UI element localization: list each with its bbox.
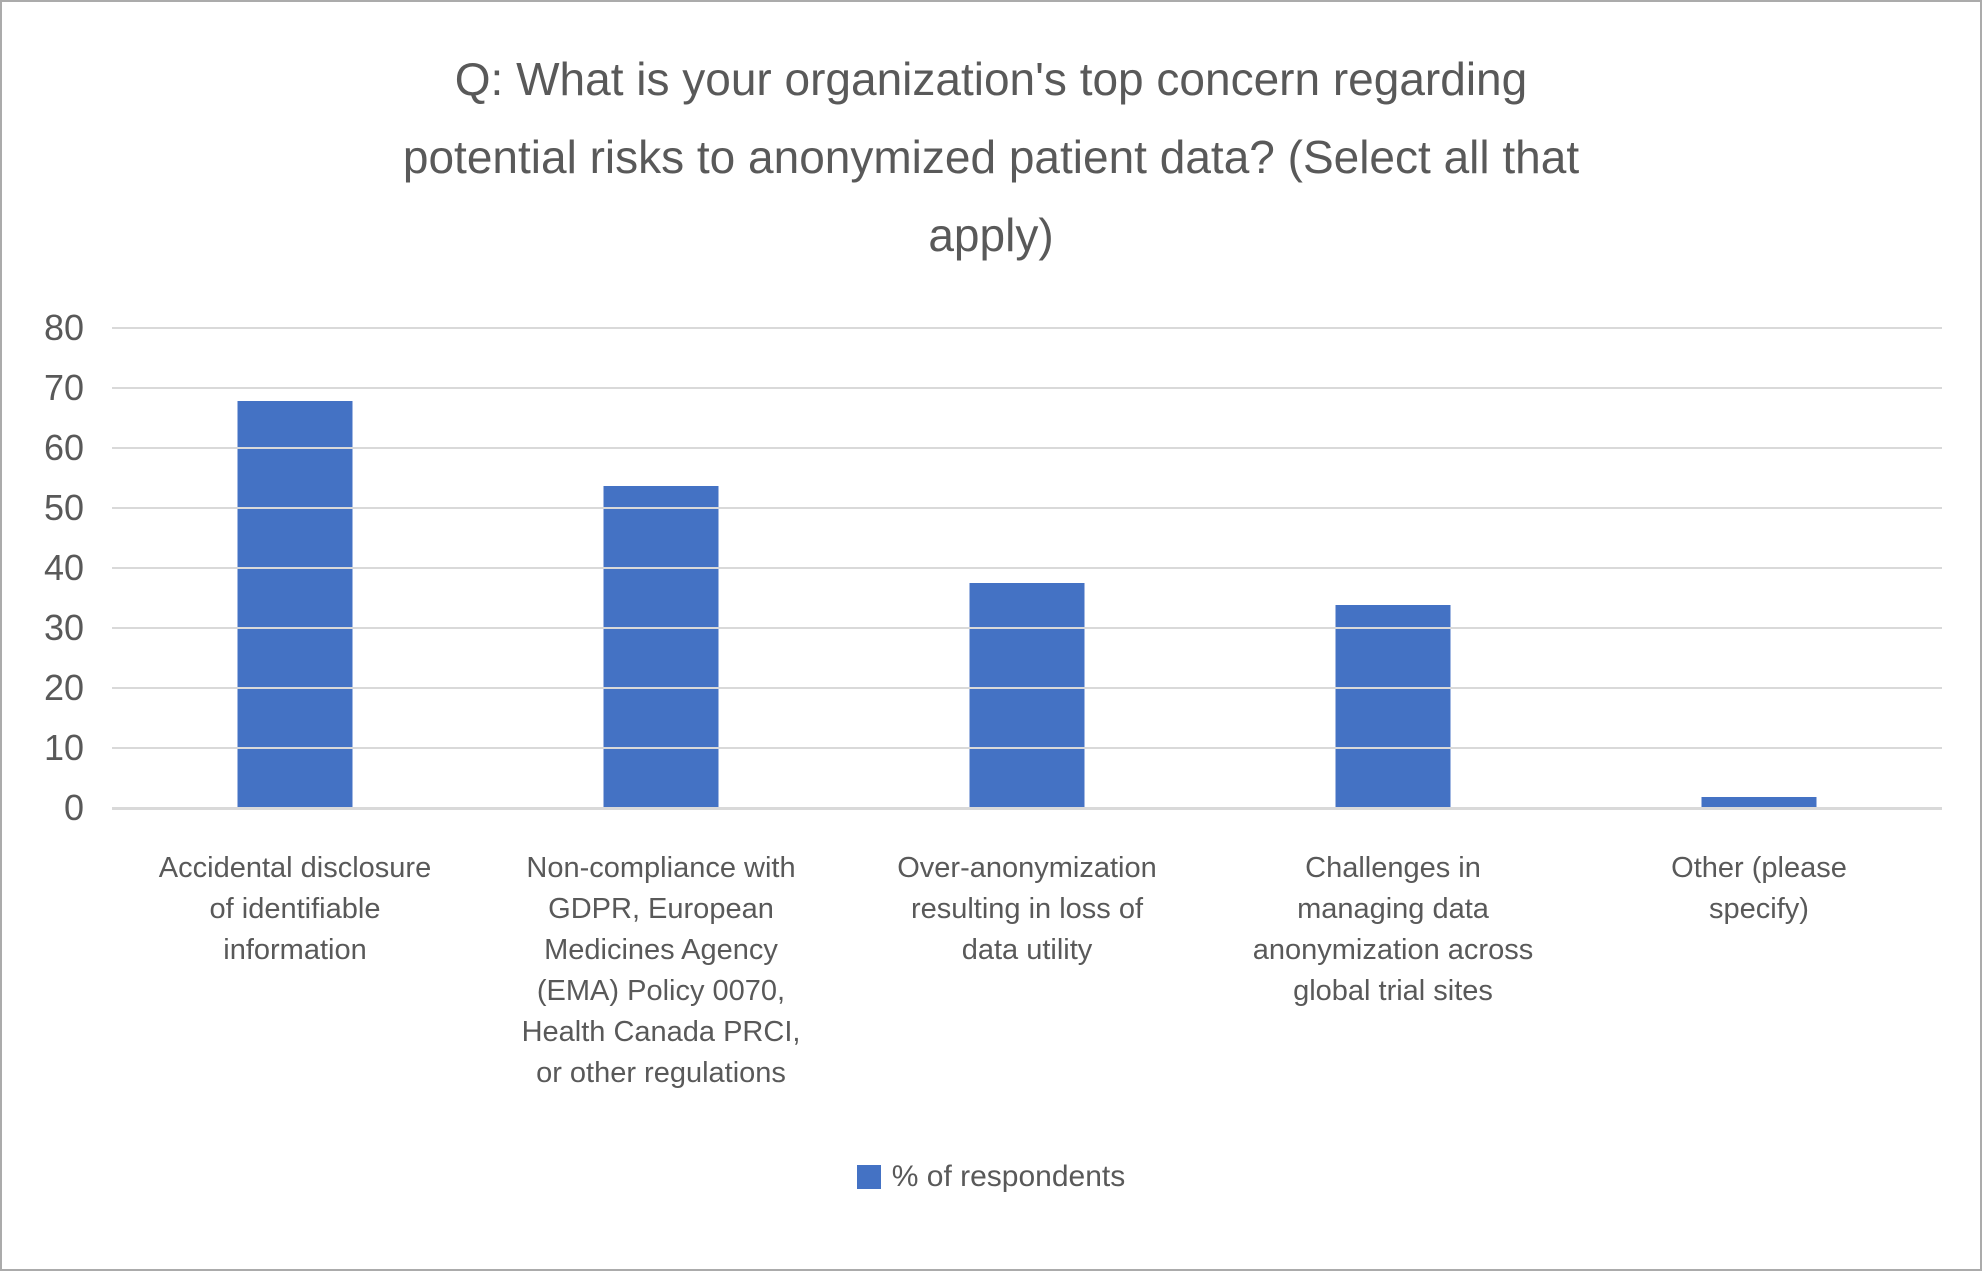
x-axis-label-line: Over-anonymization	[897, 852, 1157, 884]
gridline-60	[112, 447, 1942, 449]
x-axis-label-line: managing data	[1297, 893, 1489, 925]
bar-0	[237, 400, 353, 808]
bar-cell-3	[1210, 328, 1576, 808]
chart-title-line: potential risks to anonymized patient da…	[402, 131, 1580, 183]
y-tick-label-70: 70	[43, 367, 84, 408]
gridline-80	[112, 327, 1942, 329]
y-tick-label-30: 30	[43, 607, 84, 648]
legend-swatch-icon	[856, 1165, 881, 1189]
x-axis-label-line: data utility	[961, 934, 1093, 966]
y-tick-label-10: 10	[43, 727, 84, 768]
chart-title-line: apply)	[928, 209, 1054, 261]
x-axis-label-line: resulting in loss of	[910, 893, 1144, 925]
legend: % of respondents	[2, 1160, 1980, 1194]
chart-title: Q: What is your organization's top conce…	[211, 40, 1771, 274]
gridline-50	[112, 507, 1942, 509]
bar-cell-2	[844, 328, 1210, 808]
y-tick-label-0: 0	[63, 787, 84, 828]
gridline-0	[112, 807, 1942, 810]
x-axis-label-line: Non-compliance with	[526, 852, 796, 884]
bar-cell-1	[478, 328, 844, 808]
legend-label: % of respondents	[891, 1160, 1126, 1193]
x-axis-label-line: or other regulations	[536, 1057, 786, 1089]
bars-row	[112, 328, 1942, 808]
x-axis-label-line: global trial sites	[1293, 975, 1493, 1007]
y-tick-label-50: 50	[43, 487, 84, 528]
gridline-40	[112, 567, 1942, 569]
x-axis-label-0: Accidental disclosure of identifiable info…	[112, 848, 478, 971]
x-axis-label-line: Challenges in	[1305, 852, 1481, 884]
gridline-20	[112, 687, 1942, 689]
x-axis-label-2: Over-anonymization resulting in loss of da…	[844, 848, 1210, 971]
y-tick-label-40: 40	[43, 547, 84, 588]
x-axis-label-line: Medicines Agency	[544, 934, 778, 966]
bar-cell-0	[112, 328, 478, 808]
bar-4	[1701, 797, 1817, 808]
y-tick-label-80: 80	[43, 307, 84, 348]
gridline-10	[112, 747, 1942, 749]
bar-3	[1335, 604, 1451, 808]
x-axis-label-line: specify)	[1709, 893, 1809, 925]
y-tick-label-20: 20	[43, 667, 84, 708]
chart-title-line: Q: What is your organization's top conce…	[454, 53, 1528, 105]
bar-cell-4	[1576, 328, 1942, 808]
x-axis-label-line: of identifiable	[209, 893, 381, 925]
x-axis-label-line: information	[223, 934, 367, 966]
x-axis-label-line: Health Canada PRCI,	[521, 1016, 801, 1048]
bar-2	[969, 583, 1085, 808]
x-axis-label-line: Other (please	[1671, 852, 1847, 884]
y-tick-label-60: 60	[43, 427, 84, 468]
x-axis-label-line: Accidental disclosure	[158, 852, 432, 884]
bar-1	[603, 486, 719, 808]
gridline-30	[112, 627, 1942, 629]
x-axis-label-line: anonymization across	[1252, 934, 1534, 966]
x-axis-label-4: Other (please specify)	[1576, 848, 1942, 930]
x-axis-label-line: (EMA) Policy 0070,	[536, 975, 786, 1007]
plot-area: 0 10 20 30 40 50 60 70 80	[44, 307, 1942, 828]
gridline-70	[112, 387, 1942, 389]
x-axis-labels: Accidental disclosure of identifiable info…	[112, 848, 1942, 1094]
x-axis-label-line: GDPR, European	[548, 893, 774, 925]
x-axis-label-3: Challenges in managing data anonymization …	[1210, 848, 1576, 1012]
x-axis-label-1: Non-compliance with GDPR, European Medicin…	[478, 848, 844, 1094]
